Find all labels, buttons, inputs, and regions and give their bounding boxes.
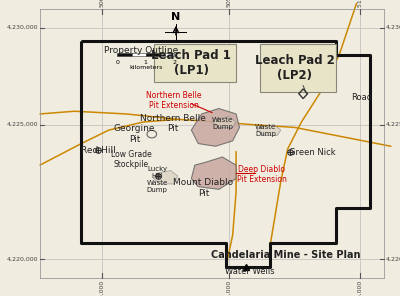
Text: Candelaria Mine - Site Plan: Candelaria Mine - Site Plan [211,250,361,260]
Text: 500,000: 500,000 [100,280,104,296]
Polygon shape [191,157,236,189]
Text: 4,225,000: 4,225,000 [6,122,38,127]
Text: Georgine
Pit: Georgine Pit [114,124,155,144]
Text: Deep Diablo
Pit Extension: Deep Diablo Pit Extension [237,165,287,184]
Polygon shape [257,125,281,136]
Bar [118,53,132,56]
Polygon shape [212,117,236,127]
Text: 4,225,000: 4,225,000 [386,122,400,127]
Text: Lucky
Hill
Waste
Dump: Lucky Hill Waste Dump [146,166,168,193]
Text: 505,000: 505,000 [227,0,232,7]
Text: Low Grade
Stockpile: Low Grade Stockpile [111,150,152,169]
Text: Northern Belle
Pit: Northern Belle Pit [140,114,205,133]
Text: 2: 2 [172,60,176,65]
Text: 4,230,000: 4,230,000 [6,25,38,30]
Text: 510,000: 510,000 [358,280,362,296]
Text: 4,220,000: 4,220,000 [386,257,400,262]
Text: Leach Pad 2
(LP2): Leach Pad 2 (LP2) [255,54,334,82]
Text: Northern Belle
Pit Extension: Northern Belle Pit Extension [146,91,202,110]
Text: 4,230,000: 4,230,000 [386,25,400,30]
Bar [260,44,336,92]
Text: Red Hill: Red Hill [81,146,116,155]
Bar [146,53,160,56]
Text: Waste
Dump: Waste Dump [255,124,276,137]
Bar [154,44,236,82]
Text: Leach Pad 1
(LP1): Leach Pad 1 (LP1) [152,49,231,77]
Text: 500,000: 500,000 [100,0,104,7]
Text: Road: Road [351,93,372,102]
Text: 4,220,000: 4,220,000 [6,257,38,262]
Text: Property Outline: Property Outline [104,46,178,55]
Bar [132,53,146,56]
Text: 1: 1 [144,60,148,65]
Text: 505,000: 505,000 [227,280,232,296]
Text: Green Nick: Green Nick [289,149,336,157]
Polygon shape [191,109,240,146]
Bar [160,53,174,56]
Text: Waste
Dump: Waste Dump [212,117,233,130]
Polygon shape [154,170,178,184]
Text: 0: 0 [116,60,119,65]
Text: Water Wells: Water Wells [225,267,275,276]
Text: N: N [171,12,180,22]
Text: kilometers: kilometers [129,65,162,70]
Text: 510,000 E: 510,000 E [358,0,362,7]
Text: Mount Diablo
Pit: Mount Diablo Pit [173,178,234,198]
